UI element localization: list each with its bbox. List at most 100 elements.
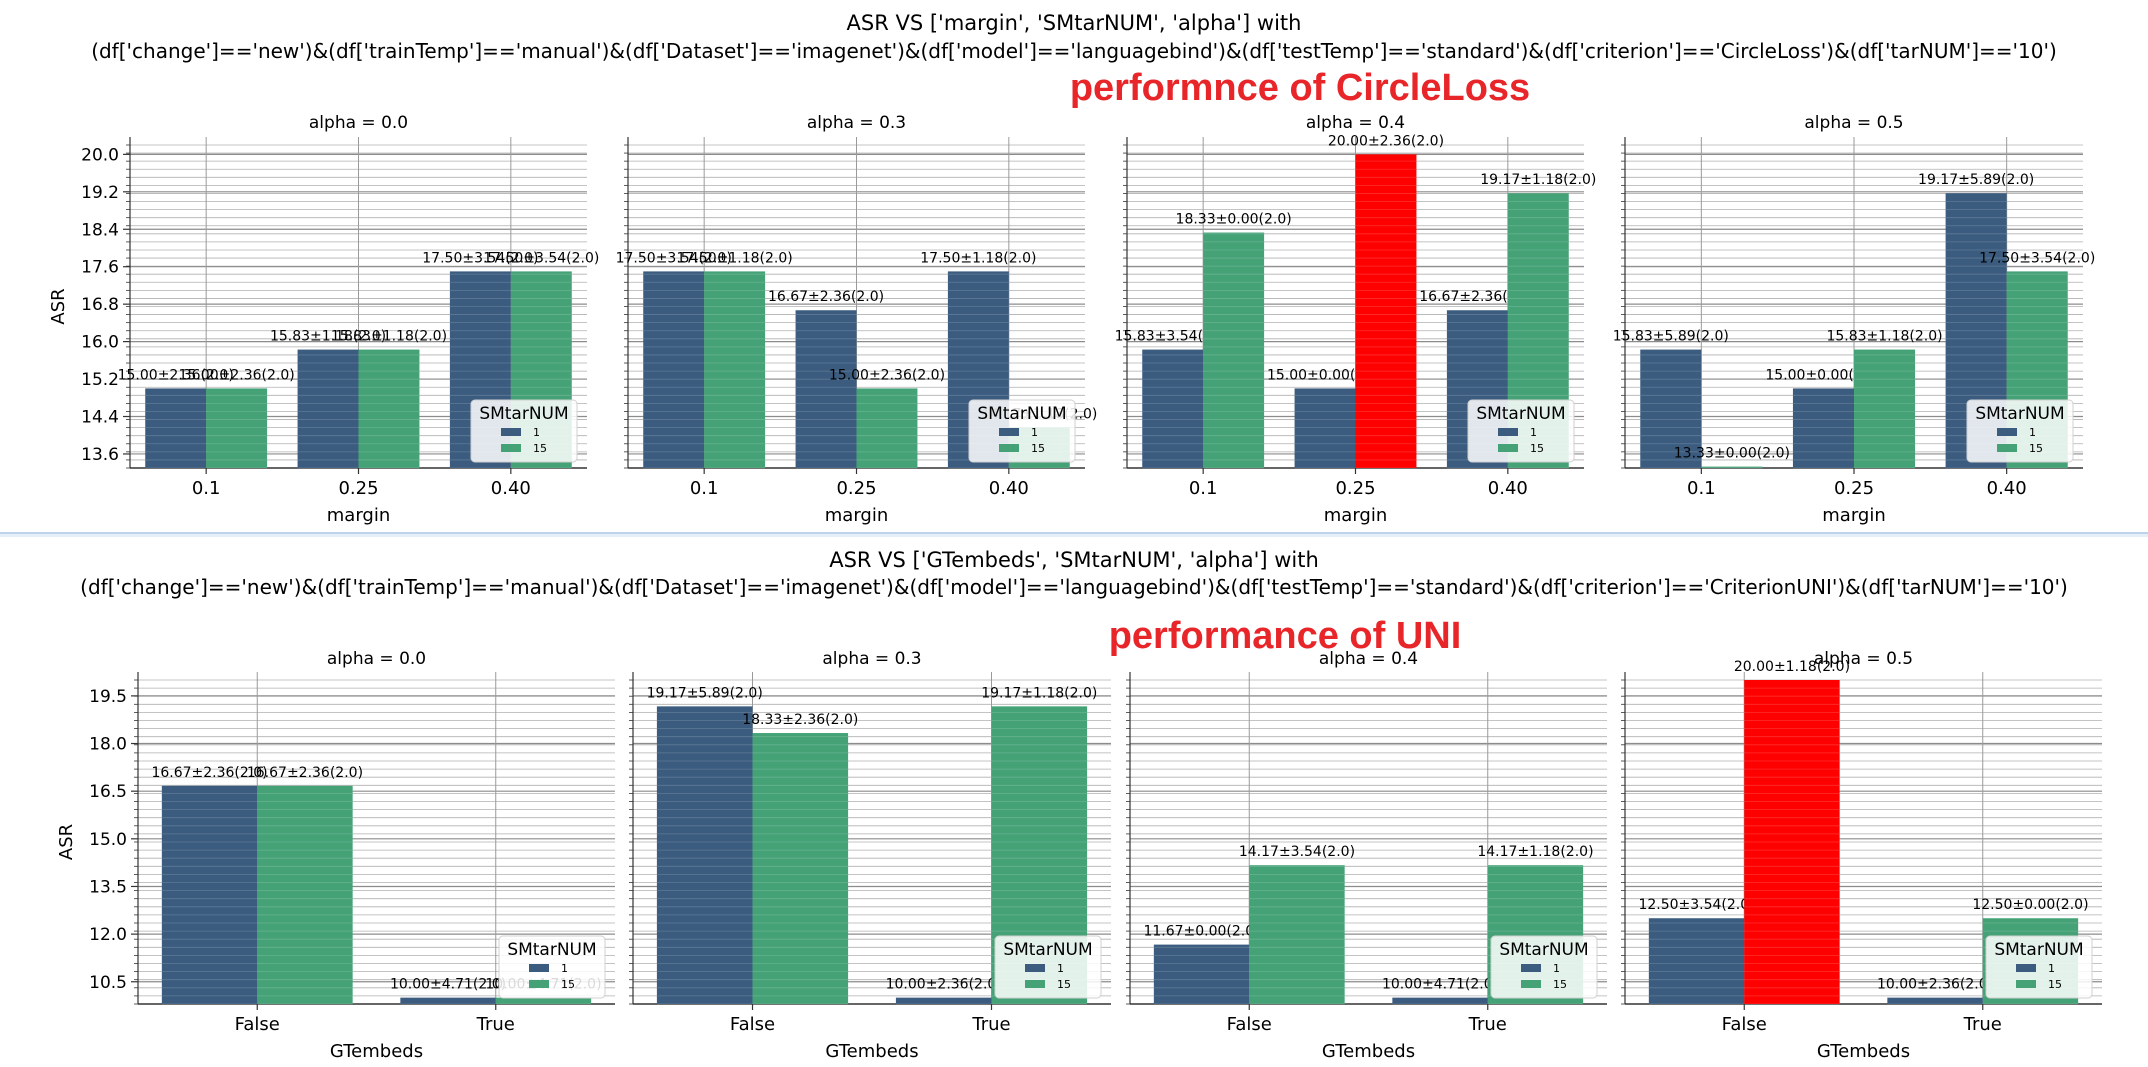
legend-label: 1: [2048, 962, 2055, 975]
x-tick-label: 0.25: [338, 478, 378, 499]
legend-swatch-15: [1498, 444, 1518, 452]
legend-swatch-15: [1997, 444, 2017, 452]
legend-swatch-15: [1025, 980, 1045, 988]
bar-value-label: 12.50±3.54(2.0): [1638, 897, 1754, 913]
bar-value-label: 10.00±4.71(2.0): [1382, 977, 1498, 993]
x-axis-label: margin: [825, 505, 888, 526]
panel-4: alpha = 0.5 15.83±5.89(2.0) 15.00±0.00(2.0…: [1613, 113, 2096, 526]
bar-smtarnum-1: [895, 997, 992, 1004]
legend: SMtarNUM 1 15: [1985, 935, 2093, 999]
legend-title: SMtarNUM: [1003, 940, 1092, 960]
bar-value-label: 17.50±3.54(2.0): [1979, 250, 2095, 266]
figure2-annotation: performance of UNI: [1109, 615, 1462, 657]
x-tick-label: False: [235, 1014, 280, 1035]
panel-title: alpha = 0.5: [1804, 113, 1903, 133]
x-tick-label: 0.1: [690, 478, 719, 499]
x-tick-label: True: [1468, 1014, 1507, 1035]
legend-swatch-15: [1521, 980, 1541, 988]
figure2-subtitle: (df['change']=='new')&(df['trainTemp']==…: [80, 575, 2068, 599]
bar-value-label: 15.00±0.00(2.0): [1765, 367, 1881, 383]
bar-smtarnum-15: [1355, 154, 1417, 469]
legend-label: 15: [1530, 442, 1544, 455]
legend-label: 1: [533, 426, 540, 439]
bar-value-label: 15.83±1.18(2.0): [331, 329, 447, 345]
figure-separator-shadow: [0, 534, 2148, 537]
bar-value-label: 19.17±5.89(2.0): [1918, 172, 2034, 188]
bar-value-label: 11.67±0.00(2.0): [1143, 924, 1259, 940]
bar-smtarnum-15: [752, 733, 849, 1004]
panel-2: alpha = 0.3 19.17±5.89(2.0) 10.00±2.36(2.0…: [629, 649, 1111, 1062]
legend-label: 15: [1553, 978, 1567, 991]
panel-3: alpha = 0.4 11.67±0.00(2.0) 10.00±4.71(2.0…: [1126, 649, 1607, 1062]
x-axis-label: GTembeds: [1817, 1041, 1910, 1062]
legend-label: 1: [1057, 962, 1064, 975]
bar-smtarnum-1: [1392, 997, 1488, 1004]
y-tick-label: 18.0: [89, 735, 127, 755]
bar-smtarnum-1: [297, 349, 359, 468]
bar-value-label: 15.83±1.18(2.0): [1826, 329, 1942, 345]
y-tick-label: 16.5: [89, 782, 127, 802]
y-axis-label: ASR: [48, 288, 69, 324]
legend-swatch-1: [1498, 428, 1518, 436]
bar-value-label: 10.00±2.36(2.0): [1877, 977, 1993, 993]
legend-swatch-1: [999, 428, 1019, 436]
bar-value-label: 17.50±1.18(2.0): [920, 250, 1036, 266]
figure1-panels: alpha = 0.0 13.6 14.4 15.2 16.0 16.8 17.6 18.4 1…: [48, 113, 2095, 526]
panel-1: alpha = 0.0 10.5 12.0 13.5 15.0 16.5 18.0 19.5 A…: [56, 649, 615, 1062]
bar-smtarnum-15: [856, 388, 918, 468]
legend-swatch-1: [2016, 964, 2036, 972]
legend-swatch-15: [501, 444, 521, 452]
legend-box: [1966, 399, 2074, 463]
legend-swatch-15: [2016, 980, 2036, 988]
bar-smtarnum-15: [495, 997, 592, 1004]
figure-separator: [0, 532, 2148, 534]
bar-value-label: 15.00±2.36(2.0): [118, 367, 234, 383]
legend: SMtarNUM 1 15: [968, 399, 1076, 463]
y-tick-label: 17.6: [81, 258, 119, 278]
x-tick-label: 0.25: [836, 478, 876, 499]
bar-value-label: 16.67±2.36(2.0): [247, 765, 363, 781]
bar-value-label: 17.50±3.54(2.0): [422, 250, 538, 266]
bar-smtarnum-1: [161, 785, 258, 1004]
panel-title: alpha = 0.3: [807, 113, 906, 133]
bar-value-label: 19.17±1.18(2.0): [1480, 172, 1596, 188]
bar-smtarnum-15: [1249, 865, 1345, 1004]
figure2-title: ASR VS ['GTembeds', 'SMtarNUM', 'alpha']…: [829, 548, 1319, 572]
legend-label: 1: [2029, 426, 2036, 439]
bar-value-label: 15.83±3.54(2.0): [1115, 329, 1231, 345]
x-tick-label: 0.40: [989, 478, 1029, 499]
legend-box: [968, 399, 1076, 463]
y-tick-label: 16.8: [81, 295, 119, 315]
x-tick-label: 0.1: [1189, 478, 1218, 499]
x-tick-label: True: [476, 1014, 515, 1035]
y-tick-label: 18.4: [81, 220, 119, 240]
bar-smtarnum-1: [795, 310, 857, 468]
bar-value-label: 16.67±2.36(2.0): [151, 765, 267, 781]
legend-swatch-1: [1025, 964, 1045, 972]
bar-value-label: 15.83±1.18(2.0): [270, 329, 386, 345]
x-tick-label: 0.25: [1834, 478, 1874, 499]
bar-smtarnum-1: [1153, 944, 1250, 1004]
bar-value-label: 20.00±1.18(2.0): [1734, 659, 1850, 675]
legend-title: SMtarNUM: [1994, 940, 2083, 960]
x-tick-label: True: [971, 1014, 1010, 1035]
x-tick-label: 0.1: [1687, 478, 1716, 499]
legend-box: [1467, 399, 1575, 463]
legend-swatch-15: [529, 980, 549, 988]
x-tick-label: True: [1963, 1014, 2002, 1035]
y-tick-label: 19.5: [89, 687, 127, 707]
legend-title: SMtarNUM: [479, 404, 568, 424]
y-tick-label: 12.0: [89, 925, 127, 945]
legend: SMtarNUM 1 15: [1467, 399, 1575, 463]
legend-swatch-1: [529, 964, 549, 972]
bar-smtarnum-1: [400, 997, 496, 1004]
bar-value-label: 16.67±2.36(2.0): [768, 289, 884, 305]
legend-box: [470, 399, 578, 463]
x-axis-label: GTembeds: [825, 1041, 918, 1062]
legend-title: SMtarNUM: [1499, 940, 1588, 960]
bar-smtarnum-1: [1142, 349, 1204, 468]
bar-value-label: 15.00±2.36(2.0): [179, 367, 295, 383]
legend-swatch-15: [999, 444, 1019, 452]
legend-label: 1: [1530, 426, 1537, 439]
bar-value-label: 18.33±2.36(2.0): [742, 712, 858, 728]
